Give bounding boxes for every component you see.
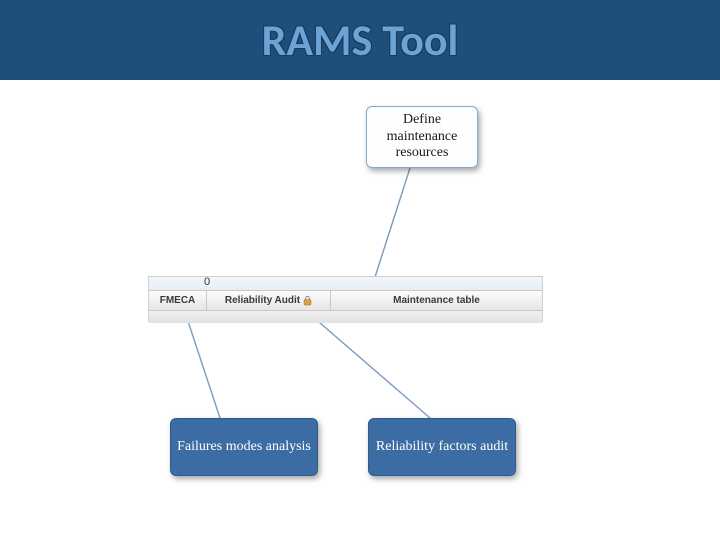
callout-failures-modes: Failures modes analysis <box>170 418 318 476</box>
tab-reliability-audit[interactable]: Reliability Audit <box>207 291 331 310</box>
tabs-header-row: 0 <box>149 277 542 291</box>
callout-label: Failures modes analysis <box>177 439 311 456</box>
tab-label: FMECA <box>160 295 196 306</box>
tab-label: Reliability Audit <box>225 295 300 306</box>
callout-define-maintenance: Define maintenance resources <box>366 106 478 168</box>
callout-label: Define maintenance resources <box>371 112 473 162</box>
tab-maintenance-table[interactable]: Maintenance table <box>331 291 542 310</box>
connector-lines <box>0 0 720 540</box>
tabs-row: FMECA Reliability Audit Maintenance tabl… <box>149 291 542 311</box>
lock-icon <box>303 295 312 306</box>
title-bar: RAMS Tool <box>0 0 720 80</box>
tabs-screenshot: 0 FMECA Reliability Audit Maintenance ta… <box>148 276 543 322</box>
tab-label: Maintenance table <box>393 295 480 306</box>
callout-label: Reliability factors audit <box>376 439 508 456</box>
connector-top <box>375 168 410 277</box>
tab-fmeca[interactable]: FMECA <box>149 291 207 310</box>
page-title: RAMS Tool <box>262 13 459 67</box>
callout-reliability-factors: Reliability factors audit <box>368 418 516 476</box>
tabs-footer-row <box>149 311 542 323</box>
cell-value-zero: 0 <box>204 276 210 288</box>
